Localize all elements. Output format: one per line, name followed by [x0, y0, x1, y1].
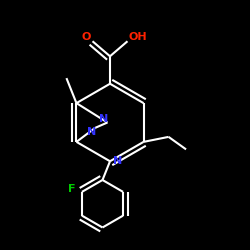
Text: O: O	[82, 32, 91, 42]
Text: N: N	[99, 114, 108, 124]
Text: N: N	[113, 156, 122, 166]
Text: N: N	[87, 127, 96, 137]
Text: F: F	[68, 184, 76, 194]
Text: OH: OH	[128, 32, 147, 42]
